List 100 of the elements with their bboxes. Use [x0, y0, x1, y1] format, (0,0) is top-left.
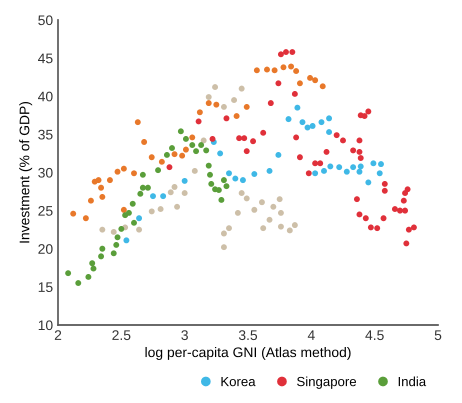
point — [326, 115, 332, 122]
point — [120, 166, 127, 172]
point — [217, 150, 224, 156]
point — [226, 170, 232, 176]
point — [254, 67, 260, 74]
point — [244, 195, 250, 202]
point — [382, 188, 388, 194]
point — [140, 184, 146, 191]
point — [234, 113, 240, 120]
point — [406, 226, 412, 233]
point — [226, 225, 232, 232]
point — [354, 196, 360, 202]
point — [356, 138, 362, 144]
x-tick-label: 2.5 — [112, 330, 130, 340]
point — [327, 163, 334, 170]
point — [158, 206, 164, 212]
point — [275, 80, 282, 86]
point — [264, 66, 270, 73]
point — [206, 162, 212, 169]
point — [307, 75, 314, 81]
point — [75, 280, 82, 286]
point — [376, 170, 383, 176]
point — [172, 151, 178, 158]
point — [148, 208, 155, 214]
point — [306, 170, 312, 176]
point — [130, 200, 136, 207]
point — [232, 176, 238, 182]
point — [213, 102, 220, 108]
point — [198, 142, 204, 148]
point — [178, 128, 184, 134]
y-tick-label: 10 — [38, 320, 53, 330]
point — [120, 206, 127, 213]
point — [90, 266, 96, 272]
point — [96, 177, 102, 184]
point — [276, 196, 283, 202]
point — [278, 224, 284, 230]
y-tick-label: 40 — [38, 92, 53, 102]
point — [293, 68, 300, 74]
point — [278, 210, 284, 216]
point — [236, 135, 242, 142]
point — [382, 180, 388, 187]
point — [296, 80, 303, 86]
point — [362, 215, 369, 222]
point — [160, 193, 166, 200]
point — [65, 270, 72, 276]
point — [179, 152, 186, 159]
point — [172, 184, 178, 190]
point — [370, 160, 376, 166]
point — [99, 246, 106, 252]
point — [141, 139, 148, 145]
point — [207, 172, 213, 178]
point — [268, 100, 274, 106]
point — [324, 148, 330, 155]
point — [212, 84, 218, 90]
point — [196, 118, 202, 124]
point — [126, 210, 132, 216]
point — [410, 224, 417, 230]
point — [200, 138, 207, 144]
point — [241, 135, 248, 142]
point — [283, 49, 289, 55]
point — [158, 158, 165, 165]
point — [286, 228, 293, 234]
point — [189, 142, 196, 148]
point — [113, 242, 120, 248]
point — [166, 164, 172, 170]
point — [310, 123, 316, 129]
y-tick-label: 45 — [38, 54, 53, 64]
point — [365, 179, 372, 186]
point — [220, 104, 227, 110]
point — [260, 225, 266, 232]
x-tick-label: 4 — [308, 330, 315, 340]
point — [224, 183, 230, 190]
point — [350, 164, 356, 170]
point — [234, 210, 241, 216]
point — [300, 119, 306, 126]
point — [266, 216, 272, 223]
point — [110, 229, 117, 235]
point — [392, 206, 398, 212]
legend-label: India — [398, 376, 426, 386]
point — [208, 180, 214, 187]
point — [356, 211, 362, 218]
point — [210, 136, 216, 142]
point — [258, 199, 265, 206]
point — [131, 170, 137, 176]
point — [244, 104, 250, 110]
x-axis-title: log per-capita GNI (Atlas method) — [146, 346, 351, 360]
point — [286, 116, 292, 122]
point — [397, 208, 403, 214]
point — [336, 164, 342, 170]
point — [110, 250, 117, 256]
point — [296, 154, 303, 160]
point — [356, 168, 362, 175]
point — [137, 190, 144, 197]
y-tick-label: 35 — [38, 130, 53, 140]
point — [266, 168, 272, 174]
point — [144, 184, 151, 191]
x-tick-label: 2 — [54, 330, 62, 340]
y-tick-label: 50 — [38, 15, 53, 26]
point — [326, 129, 332, 136]
point — [131, 220, 137, 226]
